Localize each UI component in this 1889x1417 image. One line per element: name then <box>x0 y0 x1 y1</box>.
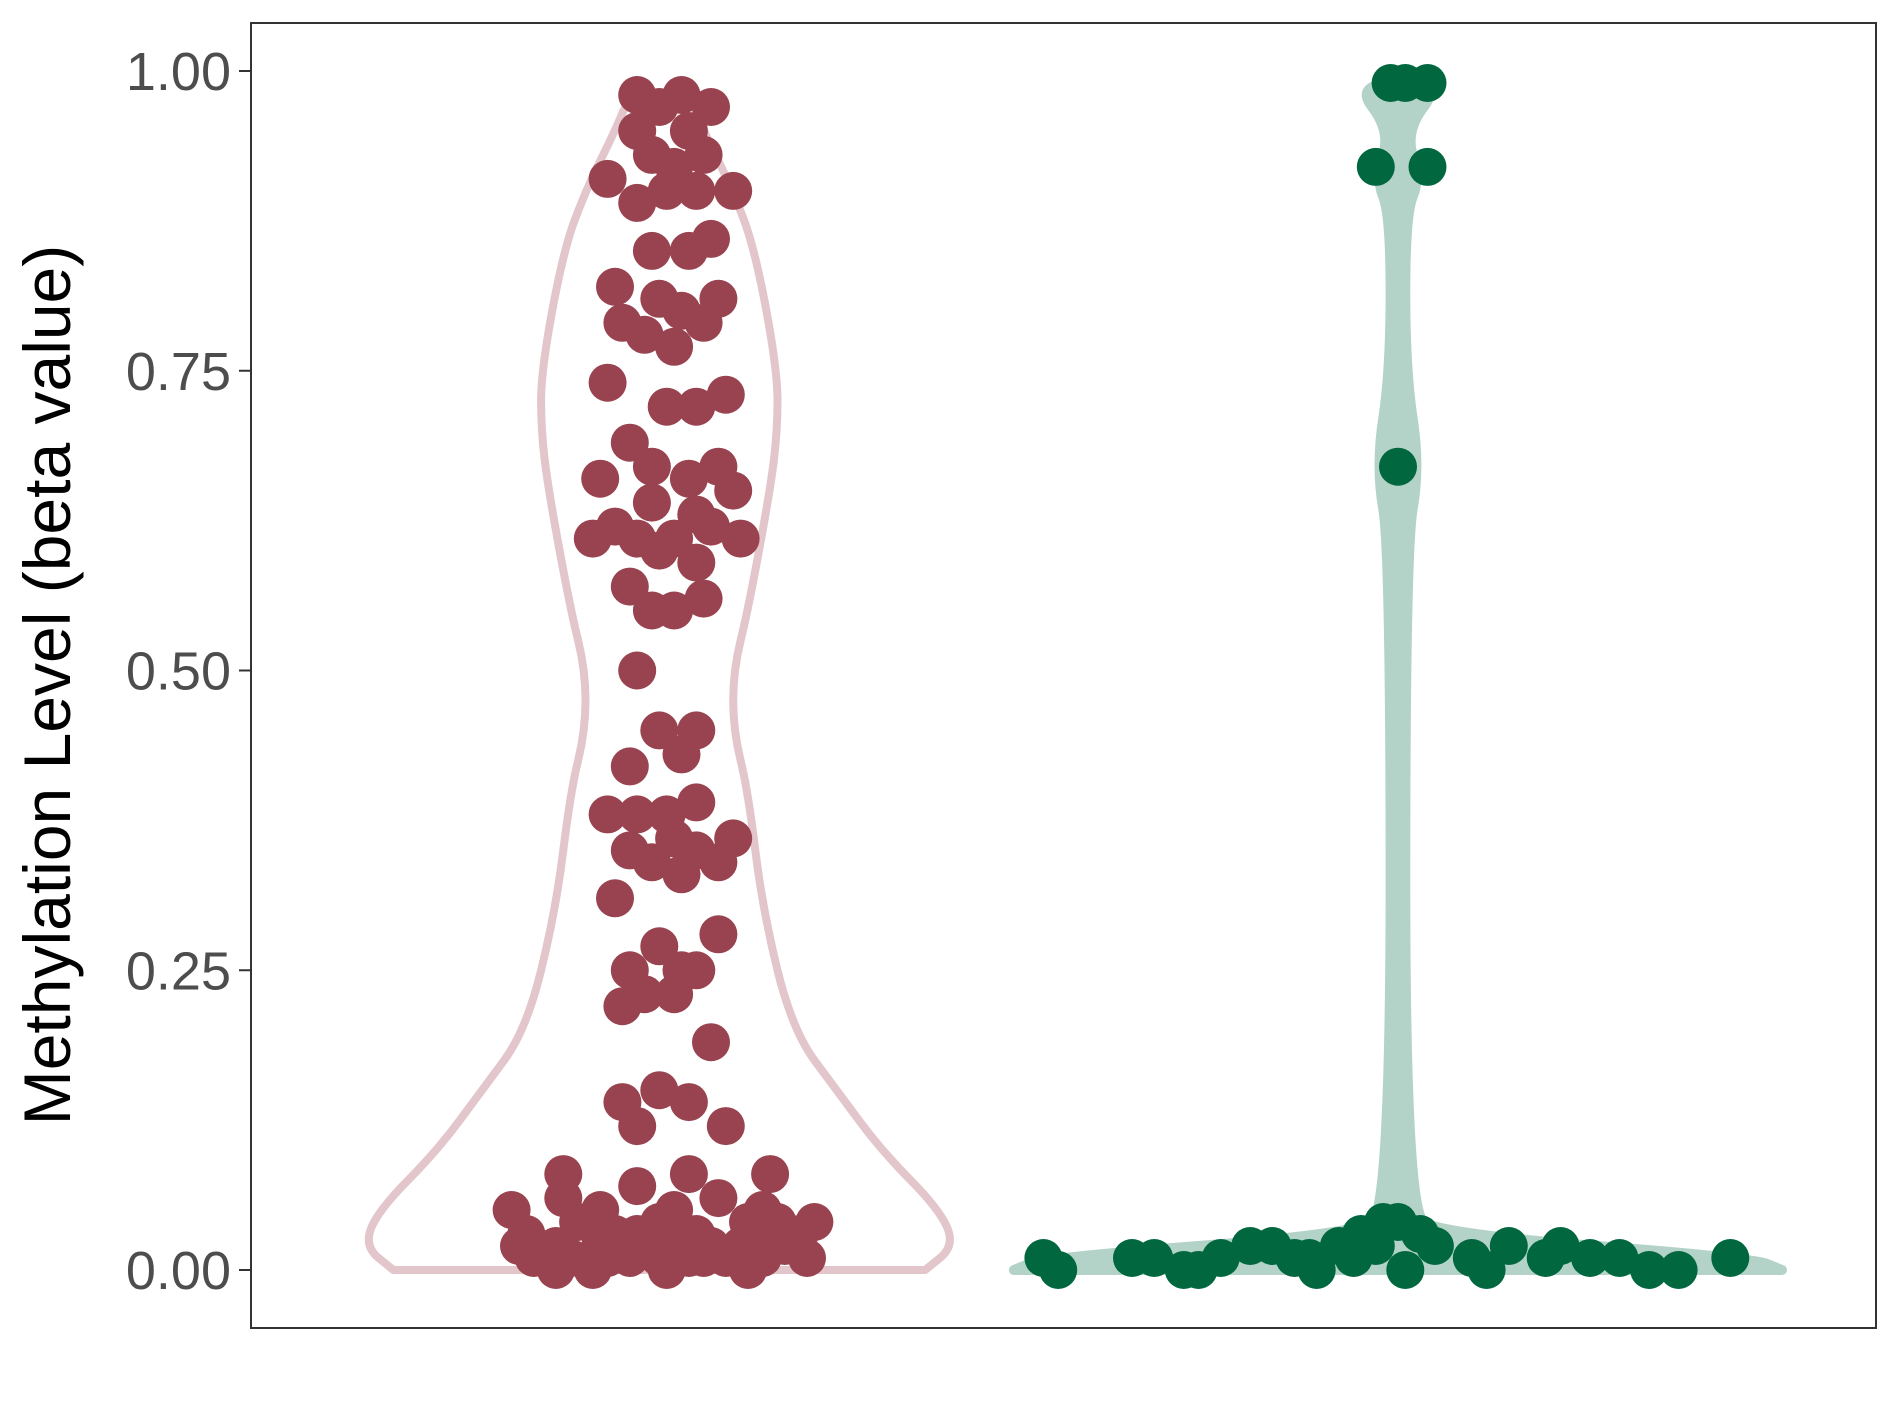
data-point <box>662 855 701 894</box>
data-point <box>1600 1239 1639 1277</box>
data-point <box>610 747 649 786</box>
data-point <box>1386 1251 1425 1289</box>
data-point <box>1415 1227 1454 1265</box>
data-point <box>699 1179 738 1218</box>
data-point <box>618 1167 657 1206</box>
data-point <box>647 387 686 426</box>
data-point <box>1408 64 1447 102</box>
data-point <box>669 1155 708 1194</box>
data-point <box>655 975 694 1014</box>
data-point <box>1356 1227 1395 1265</box>
y-axis: 0.00 0.25 0.50 0.75 1.00 <box>126 42 251 1301</box>
data-point <box>1659 1251 1698 1289</box>
data-point <box>692 1023 730 1062</box>
data-point <box>655 327 694 366</box>
data-point <box>640 711 679 750</box>
data-point <box>677 387 716 426</box>
data-point <box>640 1071 679 1110</box>
data-point <box>1711 1239 1750 1277</box>
data-point <box>640 927 679 966</box>
data-point <box>610 423 649 462</box>
data-point <box>692 219 730 258</box>
data-point <box>729 1251 767 1289</box>
data-point <box>632 843 671 882</box>
data-point <box>655 1191 694 1229</box>
data-point <box>662 76 701 114</box>
data-point <box>610 1239 649 1277</box>
data-point <box>677 951 716 990</box>
data-point <box>632 447 671 486</box>
data-point <box>1541 1227 1580 1265</box>
data-point <box>573 1251 612 1289</box>
data-point <box>714 471 753 510</box>
data-point <box>596 267 634 306</box>
y-tick-label: 1.00 <box>126 42 231 102</box>
data-point <box>1356 147 1395 186</box>
data-point <box>677 171 716 210</box>
data-point <box>1039 1251 1078 1289</box>
data-point <box>1379 447 1417 486</box>
data-point <box>536 1251 575 1289</box>
y-tick-label: 0.50 <box>126 642 231 702</box>
data-point <box>1253 1227 1292 1265</box>
data-point <box>1489 1227 1528 1265</box>
data-point <box>699 915 738 954</box>
data-point <box>1467 1251 1506 1289</box>
data-point <box>692 507 730 546</box>
data-point <box>588 363 627 402</box>
y-tick-label: 0.75 <box>126 342 231 402</box>
y-axis-title: Methylation Level (beta value) <box>10 245 84 1126</box>
data-point <box>677 783 716 822</box>
data-point <box>751 1155 790 1194</box>
data-point <box>588 795 627 834</box>
data-point <box>684 135 723 174</box>
data-point <box>1201 1239 1240 1277</box>
data-point <box>699 843 738 882</box>
data-point <box>581 459 620 498</box>
data-point <box>1571 1239 1609 1277</box>
data-point <box>647 171 686 210</box>
data-point <box>1135 1239 1174 1277</box>
data-point <box>1630 1251 1669 1289</box>
data-point <box>596 879 634 918</box>
data-point <box>684 579 723 618</box>
data-point <box>692 88 730 126</box>
data-point <box>684 303 723 342</box>
data-point <box>677 543 716 582</box>
data-point <box>640 531 679 570</box>
data-point <box>625 315 664 354</box>
data-point <box>662 735 701 774</box>
y-tick-label: 0.00 <box>126 1241 231 1301</box>
data-point <box>632 483 671 522</box>
plot-panel-border <box>250 22 1877 1329</box>
data-point <box>618 1107 657 1146</box>
data-point <box>625 975 664 1014</box>
data-point <box>714 171 753 210</box>
data-point <box>721 519 760 558</box>
data-point <box>1290 1239 1329 1277</box>
data-point <box>706 1107 745 1146</box>
data-point <box>610 567 649 606</box>
data-point <box>647 1251 686 1289</box>
data-point <box>1408 147 1447 186</box>
data-point <box>788 1239 826 1277</box>
data-points <box>492 64 1750 1289</box>
data-point <box>669 1083 708 1122</box>
data-point <box>632 231 671 270</box>
y-tick-label: 0.25 <box>126 941 231 1001</box>
data-point <box>706 375 745 414</box>
data-point <box>669 459 708 498</box>
data-point <box>588 159 627 198</box>
data-point <box>655 591 694 630</box>
data-point <box>618 651 657 690</box>
data-point <box>618 183 657 222</box>
data-point <box>618 795 657 834</box>
